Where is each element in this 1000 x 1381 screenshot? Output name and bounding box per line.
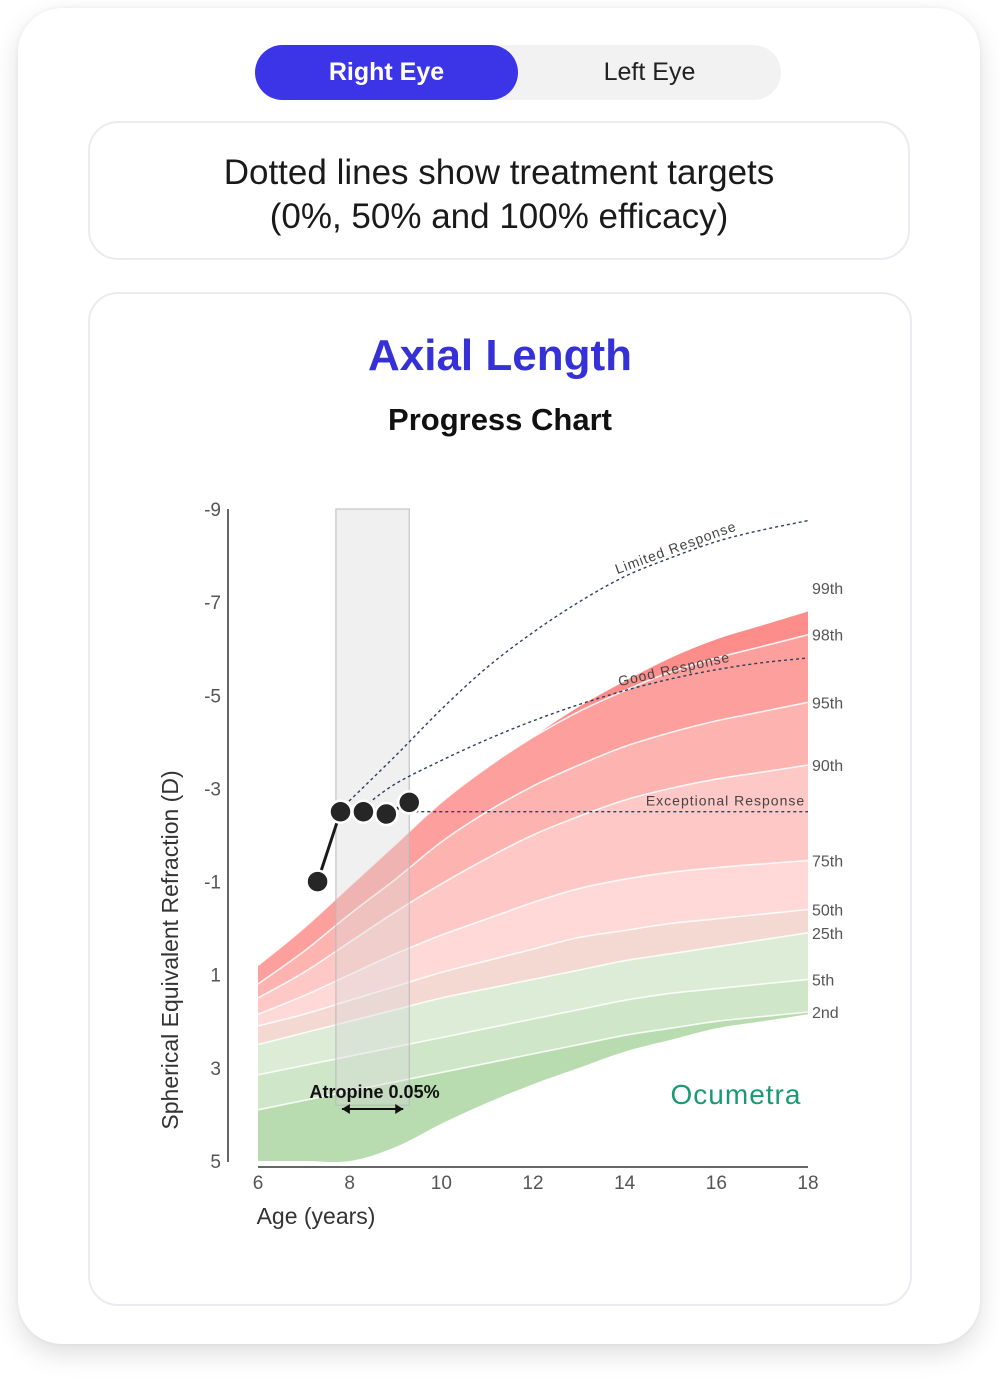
percentile-curve-2nd [257,1011,809,1111]
percentile-curve-25th [257,932,809,1046]
info-note-text: Dotted lines show treatment targets (0%,… [90,151,908,239]
y-tick-label: -5 [204,686,221,707]
percentile-label-25th: 25th [812,926,843,943]
x-tick-label: 16 [706,1173,727,1194]
x-tick-label: 12 [522,1173,543,1194]
ocumetra-logo: Ocumetra [671,1079,802,1110]
percentile-label-2nd: 2nd [812,1005,839,1022]
y-tick-label: -9 [204,500,221,521]
percentile-curve-50th [257,908,809,1027]
x-tick-label: 10 [431,1173,452,1194]
percentile-band [258,860,808,1026]
measurement-point [397,790,422,815]
percentile-label-75th: 75th [812,854,843,871]
percentile-separators [257,633,809,1111]
response-label-limited: Limited Response [613,518,739,577]
y-tick-label: 5 [210,1152,221,1173]
info-note-line-2: (0%, 50% and 100% efficacy) [269,197,729,236]
percentile-band [258,702,808,998]
percentile-band [258,1012,808,1163]
measurement-point [328,799,353,824]
percentile-labels: 99th 98th 95th 90th 75th 50th 25th 5th 2nd [812,581,843,1022]
treatment-arrow-left-head [341,1104,350,1114]
percentile-curve-95th [257,701,809,985]
percentile-band [258,634,808,984]
measurement-series [305,790,422,894]
percentile-label-95th: 95th [812,695,843,712]
percentile-curve-5th [257,978,809,1076]
chart-title: Axial Length [367,331,633,380]
chart-subtitle: Progress Chart [388,402,612,437]
info-note: Dotted lines show treatment targets (0%,… [88,121,910,260]
y-axis-title: Spherical Equivalent Refraction (D) [157,770,183,1129]
measurement-point [374,801,399,827]
percentile-label-50th: 50th [812,903,843,920]
percentile-bands [258,611,808,1163]
y-ticks: -9 -7 -5 -3 -1 1 3 5 [204,500,221,1173]
measurement-point [351,799,376,824]
percentile-band [258,909,808,1045]
percentile-curve-75th [257,859,809,1016]
y-tick-label: 1 [210,966,221,987]
y-tick-label: -1 [204,873,221,894]
x-ticks: 6 8 10 12 14 16 18 [253,1173,819,1194]
y-tick-label: -3 [204,779,221,800]
treatment-arrow-right-head [395,1104,404,1114]
eye-toggle: Right Eye Left Eye [255,45,781,100]
percentile-band [258,932,808,1075]
x-tick-label: 14 [614,1173,636,1194]
left-eye-button[interactable]: Left Eye [518,45,781,100]
y-tick-label: -7 [204,593,221,614]
percentile-band [258,765,808,1015]
percentile-curve-90th [257,764,809,999]
x-tick-label: 18 [797,1173,818,1194]
x-axis-title: Age (years) [257,1203,376,1229]
treatment-label: Atropine 0.05% [310,1082,440,1102]
percentile-curve-98th [257,633,809,967]
response-label-exceptional: Exceptional Response [646,793,805,809]
x-tick-label: 6 [253,1173,264,1194]
y-tick-label: 3 [210,1059,221,1080]
percentile-label-5th: 5th [812,972,834,989]
right-eye-button[interactable]: Right Eye [255,45,518,100]
percentile-label-90th: 90th [812,758,843,775]
percentile-label-99th: 99th [812,581,843,598]
x-tick-label: 8 [344,1173,355,1194]
info-note-line-1: Dotted lines show treatment targets [223,153,775,192]
measurement-point [305,869,330,894]
percentile-band [258,979,808,1110]
percentile-label-98th: 98th [812,628,843,645]
